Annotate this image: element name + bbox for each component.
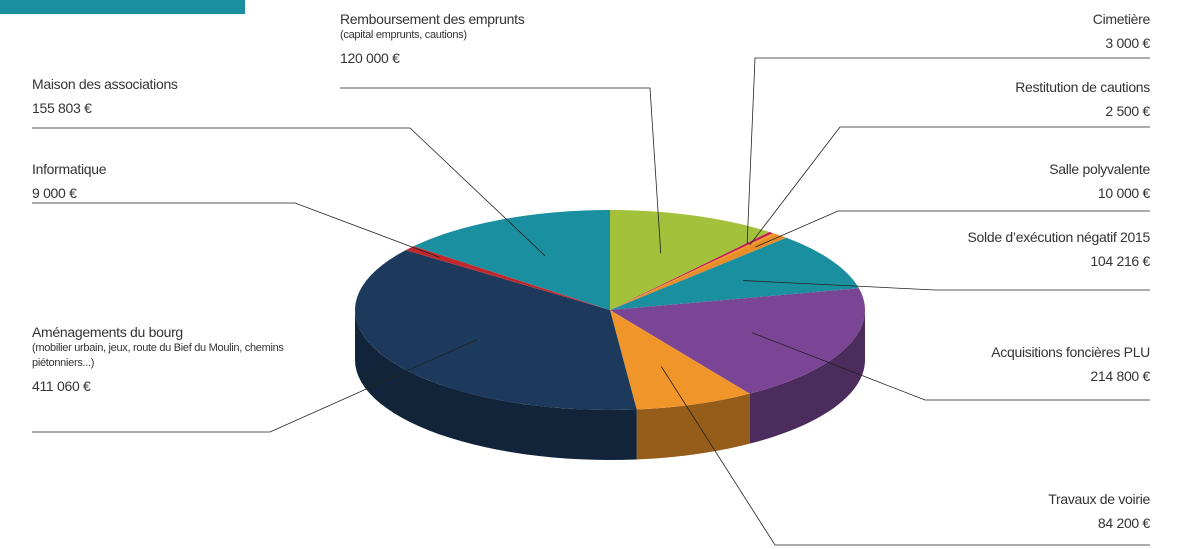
slice-label: Solde d’exécution négatif 2015 104 216 € [967,228,1151,270]
category-name: Aménagements du bourg [32,324,183,340]
leader-line [660,366,1150,546]
value-label: 120 000 € [340,50,400,66]
leader-line [751,332,1150,401]
category-name: Remboursement des emprunts [340,11,525,27]
slice-label: Informatique 9 000 € [32,160,107,202]
value-label: 411 060 € [32,378,91,394]
leader-line [749,126,1150,246]
slice-label: Salle polyvalente 10 000 € [1049,160,1150,202]
slice [610,233,787,310]
leader-line [32,339,478,433]
slice-side [749,310,865,444]
slice [610,232,773,310]
slice [405,246,610,310]
slice-side [636,393,750,460]
slice [355,250,637,410]
category-name: Cimetière [1092,11,1151,27]
value-label: 214 800 € [1090,368,1150,384]
slice-label: Acquisitions foncières PLU 214 800 € [991,343,1150,385]
category-name: Maison des associations [32,76,178,92]
value-label: 155 803 € [32,100,92,116]
value-label: 10 000 € [1097,185,1150,201]
value-label: 3 000 € [1105,35,1150,51]
value-label: 2 500 € [1105,103,1150,119]
value-label: 84 200 € [1097,515,1150,531]
slice [413,210,610,310]
value-label: 104 216 € [1090,253,1150,269]
slice [610,310,750,410]
leader-line [32,127,546,256]
category-detail: (mobilier urbain, jeux, route du Bief du… [32,342,284,369]
slice-label: Remboursement des emprunts (capital empru… [340,10,640,67]
slice-label: Aménagements du bourg (mobilier urbain, j… [32,323,322,395]
value-label: 9 000 € [32,185,77,201]
slice-label: Maison des associations 155 803 € [32,75,178,117]
slice [610,237,859,310]
slice-label: Cimetière 3 000 € [1092,10,1151,52]
banner [0,0,245,14]
category-name: Salle polyvalente [1049,161,1150,177]
category-name: Solde d’exécution négatif 2015 [967,229,1151,245]
slice-label: Restitution de cautions 2 500 € [1015,78,1150,120]
slice [610,210,770,310]
category-name: Acquisitions foncières PLU [991,344,1150,360]
category-name: Travaux de voirie [1048,491,1150,507]
slice-label: Travaux de voirie 84 200 € [1048,490,1150,532]
category-detail: (capital emprunts, cautions) [340,29,467,41]
leader-line [743,280,1150,291]
leader-line [746,57,1150,245]
leader-line [340,87,662,254]
slice [610,233,776,310]
slice [610,288,865,394]
leader-line [755,210,1150,248]
leader-line [32,202,440,258]
category-name: Restitution de cautions [1015,79,1150,95]
slice-side [355,310,637,460]
category-name: Informatique [32,161,107,177]
